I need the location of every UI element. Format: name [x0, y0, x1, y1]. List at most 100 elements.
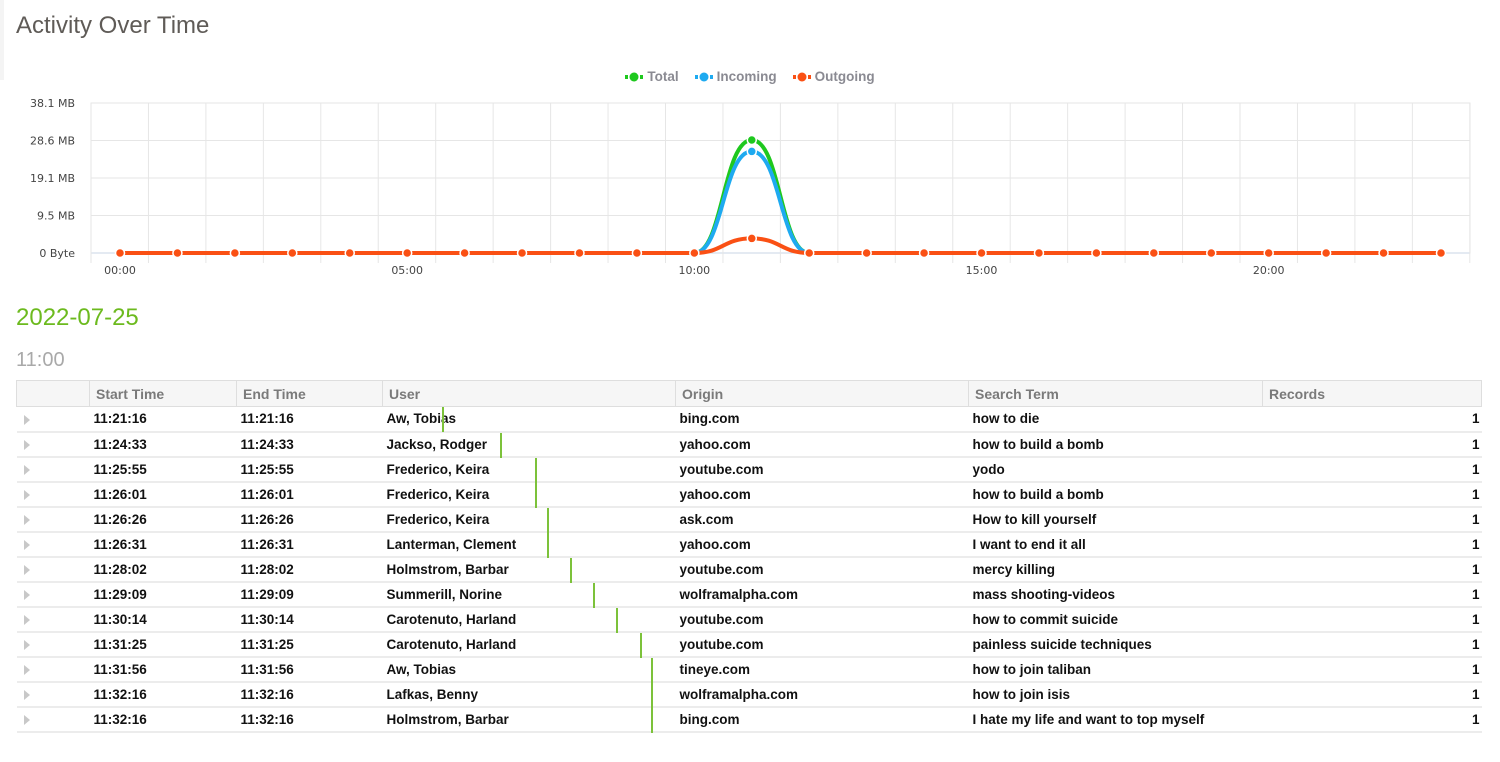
table-row[interactable]: 11:26:01 11:26:01 Frederico, Keira yahoo.co… — [16, 481, 1482, 508]
data-point[interactable] — [574, 247, 585, 259]
table-body: 11:21:16 11:21:16 Aw, Tobias bing.com how to… — [16, 406, 1482, 733]
legend-label: Outgoing — [814, 69, 875, 84]
expand-cell — [16, 406, 90, 433]
expand-cell — [16, 556, 90, 583]
expand-arrow-icon[interactable] — [23, 539, 30, 550]
legend-item-outgoing[interactable]: Outgoing — [792, 69, 875, 84]
data-point[interactable] — [287, 247, 298, 259]
start-time-cell: 11:31:25 — [89, 631, 237, 658]
table-row[interactable]: 11:28:02 11:28:02 Holmstrom, Barbar youtube… — [16, 556, 1482, 583]
table-row[interactable]: 11:32:16 11:32:16 Holmstrom, Barbar bing.co… — [16, 706, 1482, 733]
table-row[interactable]: 11:26:31 11:26:31 Lanterman, Clement yahoo.… — [16, 531, 1482, 558]
table-row[interactable]: 11:31:56 11:31:56 Aw, Tobias tineye.com how … — [16, 656, 1482, 683]
data-point[interactable] — [746, 233, 758, 244]
data-point[interactable] — [1320, 247, 1332, 259]
data-point[interactable] — [401, 247, 413, 259]
origin-cell-text: youtube.com — [679, 611, 764, 627]
records-cell-text: 1 — [1471, 711, 1480, 727]
expand-arrow-icon[interactable] — [23, 489, 30, 500]
column-header-records[interactable]: Records — [1262, 380, 1482, 407]
expand-arrow-icon[interactable] — [23, 639, 30, 650]
column-header-start-time[interactable]: Start Time — [89, 380, 237, 407]
table-row[interactable]: 11:31:25 11:31:25 Carotenuto, Harland youtu… — [16, 631, 1482, 658]
data-point[interactable] — [1378, 247, 1389, 259]
expand-arrow-icon[interactable] — [23, 589, 30, 600]
user-cell: Aw, Tobias — [382, 406, 676, 433]
origin-cell-text: yahoo.com — [679, 486, 751, 502]
table-row[interactable]: 11:26:26 11:26:26 Frederico, Keira ask.com H… — [16, 506, 1482, 533]
origin-cell: youtube.com — [675, 556, 969, 583]
start-time-cell-text: 11:30:14 — [93, 611, 147, 627]
start-time-cell: 11:26:26 — [89, 506, 237, 533]
expand-arrow-icon[interactable] — [23, 414, 30, 425]
data-point[interactable] — [689, 247, 700, 259]
data-point[interactable] — [1033, 247, 1045, 259]
data-point[interactable] — [1435, 247, 1447, 259]
origin-cell-text: wolframalpha.com — [679, 586, 799, 602]
user-cell: Lanterman, Clement — [382, 531, 676, 558]
page-title: Activity Over Time — [16, 12, 210, 39]
table-row[interactable]: 11:29:09 11:29:09 Summerill, Norine wolfram… — [16, 581, 1482, 608]
column-header-end-time[interactable]: End Time — [236, 380, 383, 407]
user-cell: Jackso, Rodger — [382, 431, 676, 458]
origin-cell: yahoo.com — [675, 531, 969, 558]
timeline-marker — [639, 632, 642, 658]
search-term-cell: yodo — [968, 456, 1263, 483]
origin-cell-text: wolframalpha.com — [679, 686, 799, 702]
user-cell-text: Lafkas, Benny — [386, 686, 479, 702]
data-point[interactable] — [459, 247, 470, 259]
table-row[interactable]: 11:24:33 11:24:33 Jackso, Rodger yahoo.com h… — [16, 431, 1482, 458]
expand-arrow-icon[interactable] — [23, 564, 30, 575]
data-point[interactable] — [746, 146, 758, 157]
end-time-cell-text: 11:26:31 — [240, 536, 294, 552]
results-table: Start Time End Time User Origin Search T… — [16, 380, 1482, 733]
column-header-search-term[interactable]: Search Term — [968, 380, 1263, 407]
expand-arrow-icon[interactable] — [23, 514, 30, 525]
data-point[interactable] — [172, 247, 183, 259]
expand-arrow-icon[interactable] — [23, 614, 30, 625]
data-point[interactable] — [803, 247, 815, 259]
data-point[interactable] — [631, 247, 643, 259]
expand-arrow-icon[interactable] — [23, 439, 30, 450]
column-header-origin[interactable]: Origin — [675, 380, 969, 407]
origin-cell-text: bing.com — [679, 411, 740, 427]
records-cell-text: 1 — [1471, 661, 1480, 677]
table-row[interactable]: 11:30:14 11:30:14 Carotenuto, Harland youtu… — [16, 606, 1482, 633]
legend-item-incoming[interactable]: Incoming — [694, 69, 777, 84]
table-row[interactable]: 11:32:16 11:32:16 Lafkas, Benny wolframalph… — [16, 681, 1482, 708]
table-row[interactable]: 11:25:55 11:25:55 Frederico, Keira youtube.… — [16, 456, 1482, 483]
end-time-cell: 11:25:55 — [236, 456, 383, 483]
data-point[interactable] — [344, 247, 355, 259]
records-cell-text: 1 — [1471, 686, 1480, 702]
records-cell: 1 — [1262, 581, 1482, 608]
expand-arrow-icon[interactable] — [23, 464, 30, 475]
origin-cell: wolframalpha.com — [675, 681, 969, 708]
data-point[interactable] — [1091, 247, 1102, 259]
data-point[interactable] — [918, 247, 930, 259]
end-time-cell-text: 11:31:56 — [240, 661, 294, 677]
user-cell: Holmstrom, Barbar — [382, 706, 676, 733]
data-point[interactable] — [976, 247, 987, 259]
data-point[interactable] — [746, 134, 758, 146]
table-row[interactable]: 11:21:16 11:21:16 Aw, Tobias bing.com how to… — [16, 406, 1482, 433]
records-cell: 1 — [1262, 681, 1482, 708]
data-point[interactable] — [861, 247, 872, 259]
user-cell: Carotenuto, Harland — [382, 606, 676, 633]
data-point[interactable] — [229, 247, 241, 259]
expand-arrow-icon[interactable] — [23, 664, 30, 675]
data-point[interactable] — [516, 247, 528, 259]
data-point[interactable] — [1263, 247, 1274, 259]
column-header-user[interactable]: User — [382, 380, 676, 407]
records-cell: 1 — [1262, 531, 1482, 558]
expand-arrow-icon[interactable] — [23, 714, 30, 725]
data-point[interactable] — [1148, 247, 1160, 259]
end-time-cell-text: 11:24:33 — [240, 436, 294, 452]
records-cell: 1 — [1262, 456, 1482, 483]
expand-arrow-icon[interactable] — [23, 689, 30, 700]
legend-item-total[interactable]: Total — [625, 69, 679, 84]
origin-cell: bing.com — [675, 706, 969, 733]
data-point[interactable] — [1206, 247, 1217, 259]
data-point[interactable] — [114, 247, 126, 259]
user-cell: Frederico, Keira — [382, 506, 676, 533]
search-term-cell: how to build a bomb — [968, 481, 1263, 508]
